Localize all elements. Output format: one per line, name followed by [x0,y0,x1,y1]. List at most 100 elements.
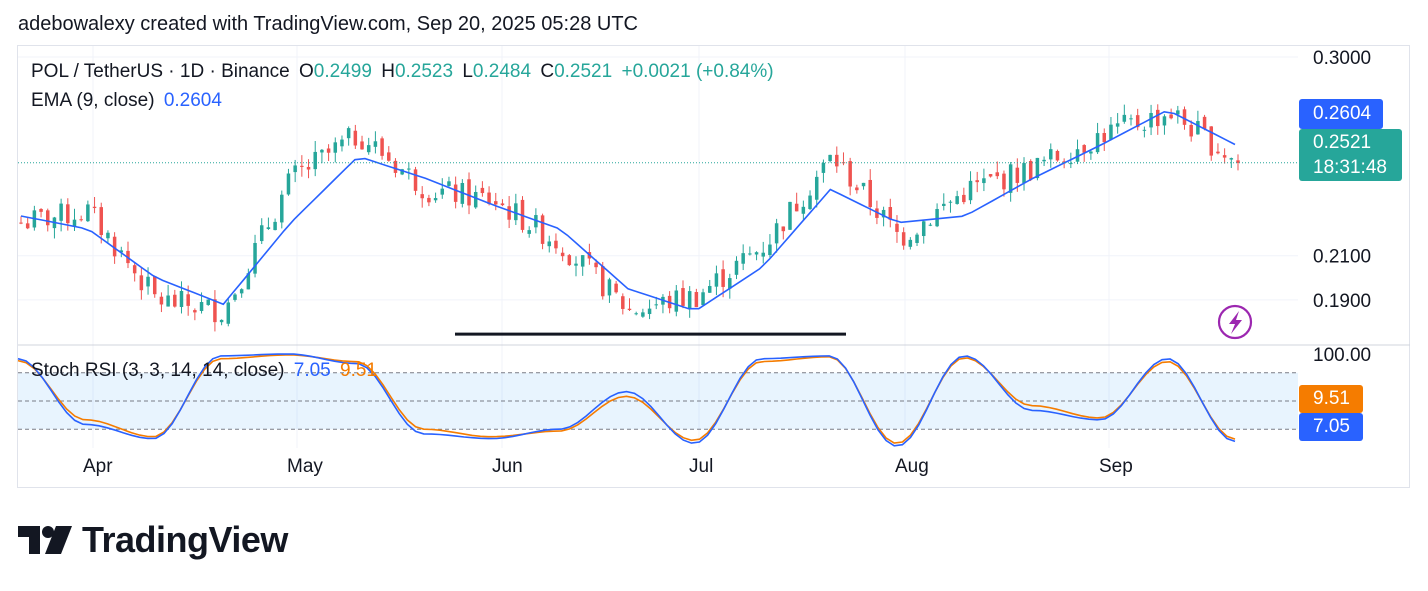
candle-body [360,141,364,150]
candle-body [1008,164,1013,193]
candle-body [447,181,451,186]
candle-body [246,273,251,290]
candle-body [935,208,939,227]
candle-body [754,252,759,255]
symbol-title[interactable]: POL / TetherUS · 1D · Binance [31,61,290,82]
candle-body [300,165,304,167]
stoch-k-value: 7.05 [293,360,331,381]
candle-body [366,145,371,153]
time-axis-tick: Apr [83,456,113,477]
candle-body [340,139,344,147]
candle-body [982,178,986,184]
candle-body [326,148,331,153]
candle-body [1202,116,1207,129]
candle-body [781,226,786,232]
candle-body [226,302,231,324]
high-value: 0.2523 [394,61,454,82]
candle-body [313,151,317,170]
candle-body [988,174,993,177]
candle-body [1156,109,1160,127]
candle-body [346,128,351,139]
candle-body [72,219,77,227]
time-axis-tick: Jul [689,456,713,477]
candle-body [1049,149,1053,160]
candle-body [1015,167,1020,183]
candle-body [259,225,264,242]
candle-body [173,294,177,307]
close-value: 0.2521 [554,61,613,82]
candle-body [1236,160,1240,163]
bar-countdown: 18:31:48 [1313,157,1387,178]
candle-body [333,142,338,153]
candle-body [574,263,578,266]
candle-body [193,310,197,313]
candle-body [855,187,859,191]
candle-body [179,290,184,307]
stoch-legend[interactable]: Stoch RSI (3, 3, 14, 14, close) 7.05 9.5… [31,360,381,382]
candle-body [868,179,872,208]
stoch-d-badge: 9.51 [1299,385,1363,413]
candle-body [473,191,478,208]
tradingview-logo[interactable]: TradingView [18,519,288,560]
candle-body [152,276,157,295]
candle-body [601,266,605,297]
ema-label: EMA (9, close) [31,90,155,111]
candle-body [1042,159,1046,162]
candle-body [901,232,906,246]
time-axis-tick: Jun [492,456,523,477]
candle-body [567,255,572,266]
last-price-value: 0.2521 [1313,132,1372,153]
candle-body [1216,151,1220,154]
candle-body [440,188,445,195]
chart-credit: adebowalexy created with TradingView.com… [18,13,638,35]
candle-body [293,165,297,173]
candle-body [507,206,511,220]
candle-body [1089,151,1093,154]
candle-body [814,176,819,200]
candle-body [594,262,598,268]
candle-body [400,169,404,175]
candle-body [801,206,806,214]
candle-body [794,203,799,212]
tradingview-logo-icon [18,526,72,554]
candle-body [654,304,658,306]
stoch-d-line [17,354,1236,444]
candle-body [1055,150,1060,161]
candle-body [433,198,438,201]
candle-body [112,236,117,257]
ohlc-legend: POL / TetherUS · 1D · Binance O0.2499 H0… [31,61,778,83]
candle-body [387,152,391,161]
candle-body [66,204,70,224]
last-price-badge: 0.2521 18:31:48 [1299,129,1402,181]
candle-body [25,223,30,229]
candle-body [286,173,291,195]
time-axis-tick: Sep [1099,456,1133,477]
candle-body [728,278,732,289]
high-label: H [381,61,395,82]
lightning-icon[interactable] [1217,304,1253,340]
price-axis-tick: 0.2100 [1313,247,1371,268]
candle-body [921,221,926,237]
candle-body [895,223,899,232]
candle-body [132,265,137,274]
candle-body [186,294,190,306]
candle-body [45,210,50,226]
candle-body [701,292,705,306]
candle-body [219,319,224,323]
candle-body [1176,110,1180,115]
candle-body [1209,126,1214,156]
close-label: C [540,61,555,82]
ema-legend[interactable]: EMA (9, close) 0.2604 [31,90,226,112]
candle-body [1169,114,1173,119]
candle-body [1142,129,1147,131]
candle-body [106,232,110,239]
candle-body [848,161,852,187]
time-axis-tick: May [287,456,323,477]
candle-body [714,273,719,287]
candle-body [119,250,124,253]
ema-price-badge: 0.2604 [1299,99,1383,129]
candle-body [1149,113,1153,128]
stoch-axis-tick: 100.00 [1313,345,1371,366]
candle-body [808,195,812,210]
